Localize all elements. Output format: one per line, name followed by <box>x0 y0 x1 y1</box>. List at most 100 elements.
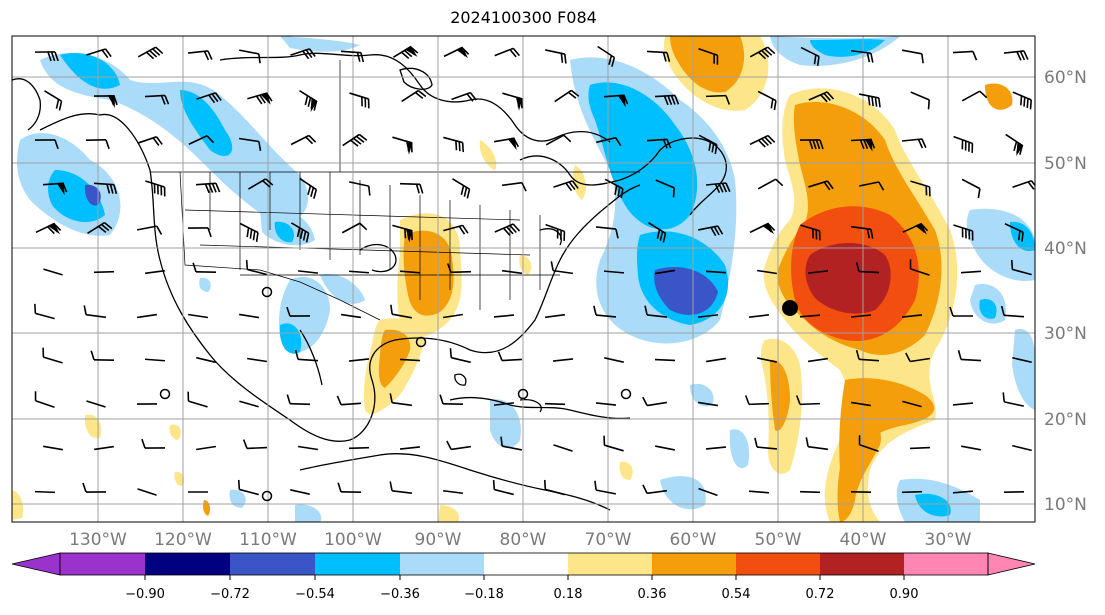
wind-barb <box>909 357 931 363</box>
wind-barb-flag <box>507 137 517 151</box>
wind-barb <box>1016 51 1022 61</box>
wind-barb <box>1012 268 1032 276</box>
wind-barb-flag <box>455 46 469 59</box>
wind-barb <box>659 231 664 241</box>
wind-barb <box>711 142 715 153</box>
wind-barb-flag <box>260 92 271 105</box>
wind-barb <box>211 93 219 103</box>
wind-barb <box>304 95 309 106</box>
wind-barb <box>451 356 471 364</box>
wind-barb <box>105 139 110 150</box>
wind-barb <box>595 226 617 230</box>
wind-barb <box>152 137 160 146</box>
wind-barb <box>596 489 616 495</box>
wind-barb <box>237 479 241 490</box>
wind-barb <box>910 268 930 276</box>
wind-barb <box>113 184 118 195</box>
positive-anomaly-shading <box>12 36 1013 522</box>
wind-barb <box>756 269 778 275</box>
wind-barb <box>570 89 580 97</box>
colorbar-segment <box>568 553 652 575</box>
wind-barb <box>442 313 464 319</box>
wind-barb <box>805 437 809 447</box>
wind-barb <box>463 187 468 197</box>
wind-barb <box>286 306 291 317</box>
wind-barb <box>86 400 106 408</box>
wind-barb <box>297 270 319 274</box>
wind-barb <box>550 261 554 271</box>
wind-barb <box>239 400 259 408</box>
wind-barb <box>663 95 669 106</box>
wind-barb <box>404 49 413 58</box>
calm-marker <box>620 388 632 400</box>
wind-barb <box>1027 181 1035 190</box>
wind-barb <box>870 229 874 239</box>
wind-barb <box>905 352 911 362</box>
wind-barb <box>917 139 924 149</box>
wind-barb <box>757 357 777 363</box>
wind-barb <box>705 357 727 363</box>
wind-barb <box>1018 230 1021 241</box>
colorbar: −0.90 −0.72 −0.54 −0.36 −0.18 0.18 0.36 … <box>11 552 1036 602</box>
wind-barb <box>207 50 213 60</box>
lon-label: 110°W <box>239 530 297 550</box>
wind-barb <box>501 358 523 362</box>
wind-barb <box>195 445 217 451</box>
wind-barb <box>666 138 672 149</box>
wind-barb <box>258 53 261 64</box>
wind-barb-flag <box>761 222 774 235</box>
wind-barb <box>851 401 871 407</box>
lon-label: 120°W <box>154 530 212 550</box>
wind-barb <box>493 402 515 406</box>
wind-barb <box>874 97 878 107</box>
colorbar-segment <box>736 553 820 575</box>
wind-barb <box>286 394 291 404</box>
wind-barb <box>137 225 157 231</box>
lat-label: 40°N <box>1044 239 1087 259</box>
wind-barb <box>646 314 668 318</box>
wind-barb <box>819 139 824 150</box>
wind-barb <box>512 223 521 232</box>
lon-label: 40°W <box>840 530 887 550</box>
wind-barb <box>294 349 299 360</box>
wind-barb <box>337 482 342 493</box>
colorbar-tick-label: 0.90 <box>890 587 919 602</box>
wind-barb <box>855 349 860 360</box>
wind-barb <box>359 222 368 231</box>
wind-barb <box>340 313 362 319</box>
wind-barb <box>106 183 111 194</box>
wind-barb <box>949 306 954 317</box>
wind-barb <box>246 446 268 450</box>
wind-barb <box>439 394 444 405</box>
wind-barb <box>305 232 310 243</box>
political-borders <box>150 60 640 321</box>
wind-barb <box>1030 180 1035 187</box>
wind-barb <box>595 402 617 406</box>
wind-barb <box>450 270 472 274</box>
wind-barb <box>594 480 597 491</box>
wind-barb <box>764 136 773 145</box>
wind-barb <box>758 51 767 60</box>
wind-barb <box>1000 305 1005 316</box>
wind-barb <box>1029 99 1033 110</box>
wind-barb <box>813 54 817 65</box>
wind-barb <box>1012 356 1032 364</box>
lon-label: 60°W <box>670 530 717 550</box>
wind-barb <box>615 137 622 147</box>
map-title: 2024100300 F084 <box>450 8 597 27</box>
wind-barb <box>492 480 496 490</box>
wind-barb <box>144 269 166 275</box>
wind-barb <box>662 139 668 149</box>
wind-barb <box>353 137 362 145</box>
wind-barb-flag <box>1016 141 1024 157</box>
wind-barb <box>391 401 413 407</box>
wind-barb <box>858 358 880 362</box>
wind-barb <box>509 49 517 58</box>
wind-barb <box>460 185 465 195</box>
wind-barb-flag <box>405 140 413 155</box>
wind-barb <box>239 488 259 496</box>
wind-barb <box>392 313 412 319</box>
wind-barb <box>341 222 361 234</box>
wind-barb <box>450 445 472 451</box>
